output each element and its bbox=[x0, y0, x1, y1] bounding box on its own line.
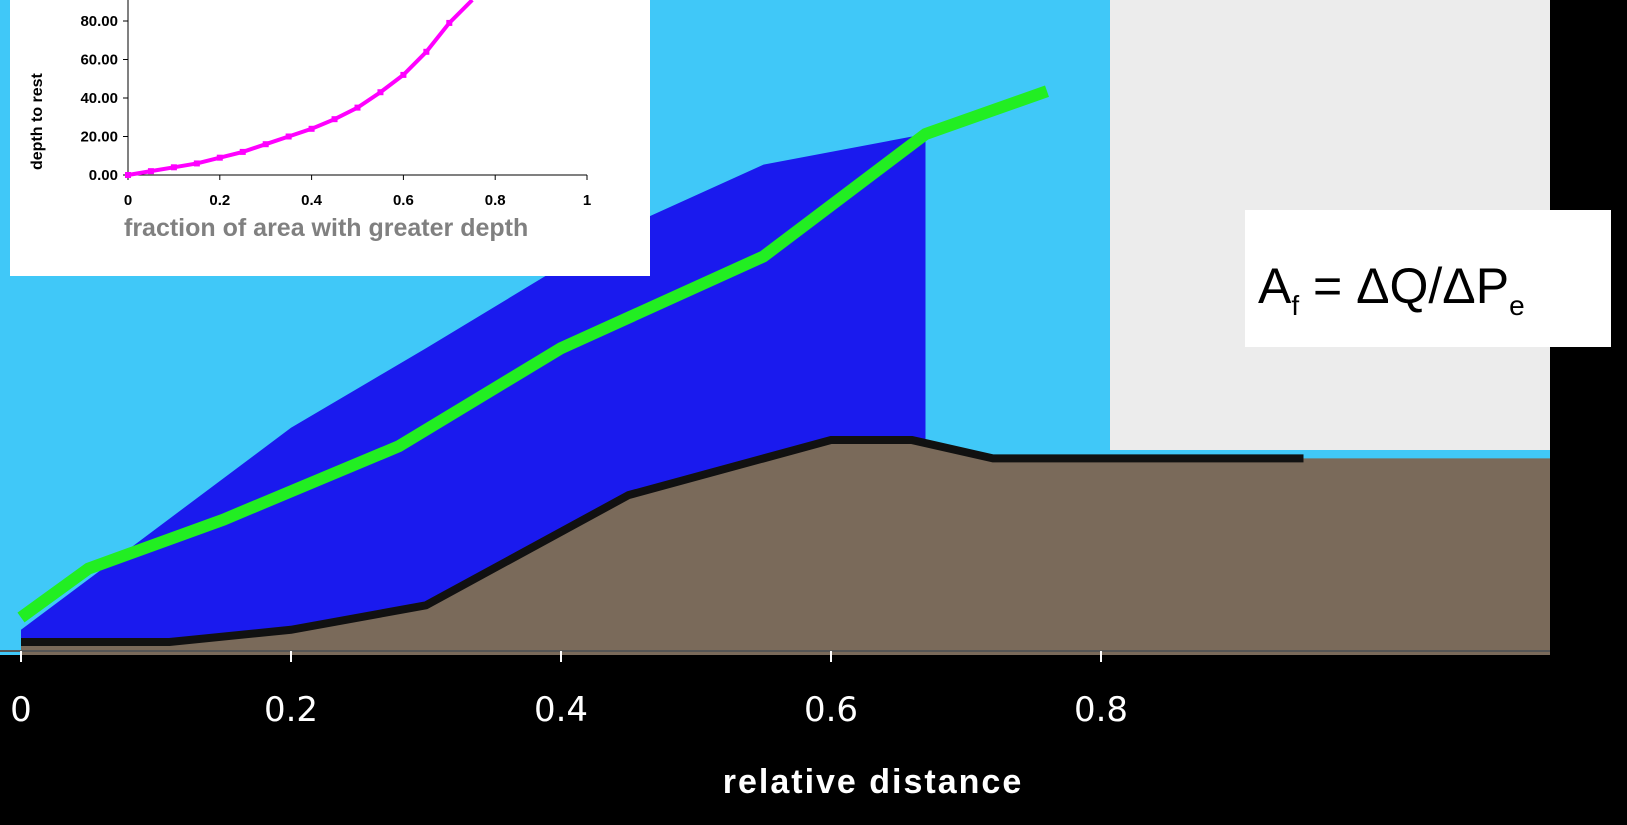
main-x-tick-label: 0.2 bbox=[264, 690, 318, 730]
inset-x-tick-label: 0.2 bbox=[209, 192, 230, 209]
inset-data-point bbox=[285, 133, 292, 140]
inset-data-point bbox=[262, 141, 269, 148]
main-x-tick-label: 0 bbox=[10, 690, 32, 730]
inset-y-tick-label: 60.00 bbox=[80, 52, 118, 69]
inset-data-point bbox=[308, 125, 315, 132]
water-surface-line bbox=[17, 85, 1049, 623]
inset-data-point bbox=[354, 104, 361, 111]
inset-y-axis-label: depth to rest bbox=[29, 72, 46, 170]
inset-y-tick-label: 20.00 bbox=[80, 129, 118, 146]
inset-data-point bbox=[423, 48, 430, 55]
inset-data-point bbox=[193, 160, 200, 167]
inset-x-tick-label: 0.8 bbox=[485, 192, 506, 209]
main-x-tick-label: 0.6 bbox=[804, 690, 858, 730]
inset-data-point bbox=[400, 71, 407, 78]
inset-data-point bbox=[377, 89, 384, 96]
equation-box bbox=[1245, 210, 1611, 347]
main-plot-area bbox=[17, 85, 1550, 655]
main-x-axis: 0 0.2 0.4 0.6 0.8 bbox=[0, 650, 1550, 730]
equation-text: Af = ΔQ/ΔPe bbox=[1258, 258, 1525, 321]
inset-data-point bbox=[125, 172, 131, 178]
inset-depth-curve bbox=[127, 0, 474, 177]
inset-chart-panel bbox=[10, 0, 650, 276]
inset-x-tick-label: 1 bbox=[583, 192, 591, 209]
inset-data-point bbox=[446, 19, 453, 26]
main-x-tick-label: 0.4 bbox=[534, 690, 588, 730]
inset-data-point bbox=[147, 168, 154, 175]
inset-x-tick-label: 0 bbox=[124, 192, 132, 209]
inset-x-tick-label: 0.4 bbox=[301, 192, 323, 209]
main-x-tick-label: 0.8 bbox=[1074, 690, 1128, 730]
ground-surface-line bbox=[21, 436, 1304, 646]
inset-y-tick-label: 0.00 bbox=[89, 167, 118, 184]
inset-data-point bbox=[239, 148, 246, 155]
inset-chart: 0.00 20.00 40.00 60.00 80.00 0 0.2 0.4 0.6 0.8 1 bbox=[80, 0, 591, 209]
inset-data-point bbox=[216, 154, 223, 161]
inset-x-axis-label: fraction of area with greater depth bbox=[124, 214, 528, 242]
inset-data-point bbox=[170, 164, 177, 171]
main-x-axis-label: relative distance bbox=[723, 763, 1023, 801]
inset-x-tick-label: 0.6 bbox=[393, 192, 414, 209]
ground-terrain bbox=[21, 440, 1550, 655]
inset-data-point bbox=[331, 116, 338, 123]
inset-y-tick-label: 40.00 bbox=[80, 90, 118, 107]
inset-y-tick-label: 80.00 bbox=[80, 13, 118, 30]
